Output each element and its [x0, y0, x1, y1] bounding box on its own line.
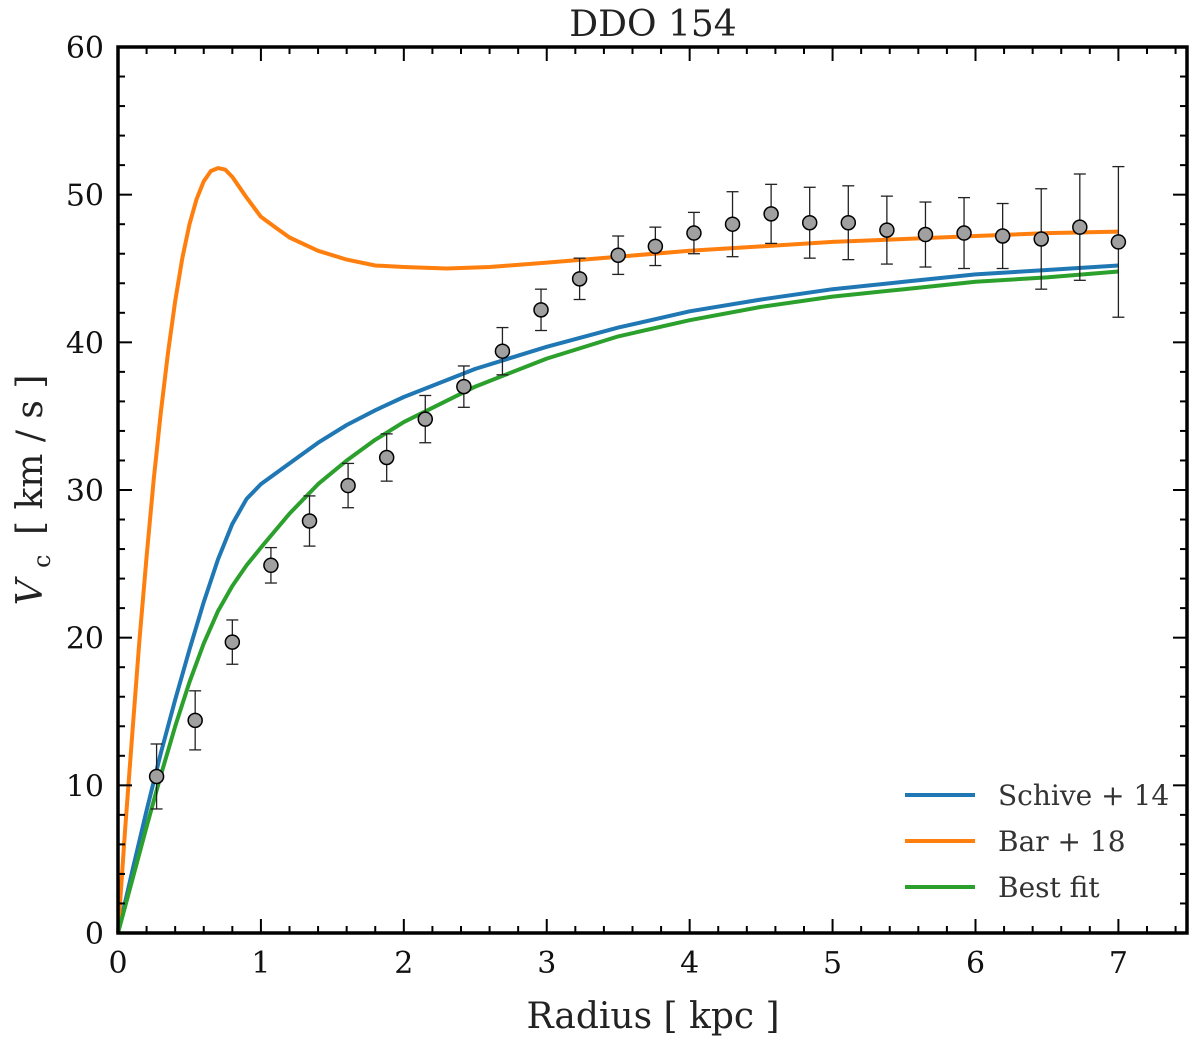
- data-point: [647, 238, 664, 255]
- data-point: [840, 214, 857, 231]
- x-tick-label: 4: [680, 946, 699, 981]
- y-axis-label-units: [ km / s ]: [10, 375, 51, 535]
- data-point: [224, 634, 241, 650]
- data-point: [879, 222, 895, 238]
- model-curves: [116, 166, 1119, 934]
- data-point: [417, 411, 434, 427]
- data-point: [571, 271, 588, 287]
- y-axis-label-subscript: c: [28, 554, 56, 567]
- x-tick-label: 2: [394, 946, 413, 981]
- data-point: [956, 225, 972, 241]
- series-line-1: [116, 166, 1119, 934]
- data-point: [610, 247, 626, 263]
- legend: Schive + 14 Bar + 18 Best fit: [905, 779, 1169, 904]
- legend-label-1: Bar + 18: [998, 825, 1126, 858]
- data-point: [340, 477, 356, 494]
- y-tick-label: 10: [66, 769, 104, 804]
- data-point: [378, 449, 395, 466]
- x-tick-label: 0: [108, 946, 127, 981]
- x-tick-label: 1: [251, 946, 270, 981]
- y-tick-label: 50: [66, 179, 104, 214]
- data-point: [148, 768, 165, 785]
- data-point: [187, 712, 203, 729]
- data-point: [1110, 234, 1127, 250]
- data-point: [456, 378, 472, 395]
- y-tick-label: 0: [85, 917, 104, 952]
- data-point: [1033, 231, 1049, 247]
- data-point: [301, 513, 318, 529]
- data-point: [1072, 219, 1088, 235]
- x-tick-label: 7: [1109, 946, 1128, 981]
- chart-title: DDO 154: [569, 4, 736, 45]
- series-line-0: [116, 263, 1119, 934]
- y-tick-label: 60: [66, 31, 104, 66]
- data-point: [724, 216, 741, 232]
- x-tick-label: 6: [966, 946, 985, 981]
- observed-data-points: [148, 165, 1127, 810]
- y-tick-label: 30: [66, 474, 104, 509]
- series-line-2: [116, 269, 1119, 934]
- data-point: [263, 557, 279, 574]
- data-point: [801, 214, 818, 231]
- data-point: [686, 225, 702, 241]
- data-point: [994, 228, 1011, 244]
- x-tick-label: 5: [823, 946, 842, 981]
- y-axis-label: V c [ km / s ]: [10, 375, 59, 606]
- data-point: [763, 206, 779, 222]
- y-axis-label-symbol: V: [10, 575, 51, 605]
- axis-ticks: 0 1 2 3 4 5 6 7 0 10 20 30 40 50 60: [66, 31, 1187, 981]
- x-axis-label: Radius [ kpc ]: [526, 996, 779, 1037]
- y-tick-label: 40: [66, 326, 104, 361]
- legend-label-2: Best fit: [998, 871, 1100, 904]
- data-point: [494, 343, 511, 359]
- legend-label-0: Schive + 14: [998, 779, 1169, 812]
- x-tick-label: 3: [537, 946, 556, 981]
- data-point: [917, 226, 934, 243]
- y-tick-label: 20: [66, 622, 104, 657]
- data-point: [533, 302, 549, 318]
